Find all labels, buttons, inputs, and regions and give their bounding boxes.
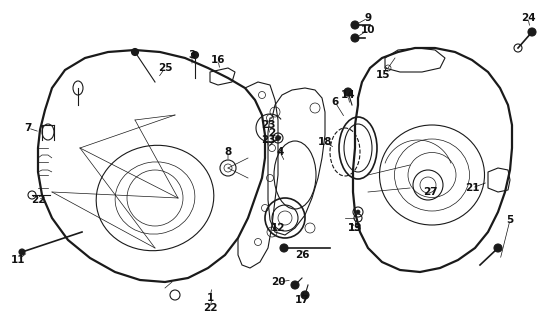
Circle shape xyxy=(291,281,299,289)
Text: 17: 17 xyxy=(295,295,310,305)
Text: 22: 22 xyxy=(203,303,217,313)
Text: 19: 19 xyxy=(348,223,362,233)
Text: 21: 21 xyxy=(465,183,479,193)
Circle shape xyxy=(19,249,25,255)
Text: 26: 26 xyxy=(295,250,309,260)
Circle shape xyxy=(131,49,138,55)
Text: 20: 20 xyxy=(271,277,285,287)
Circle shape xyxy=(276,135,281,140)
Text: 7: 7 xyxy=(25,123,32,133)
Text: 4: 4 xyxy=(276,147,284,157)
Circle shape xyxy=(494,244,502,252)
Text: 8: 8 xyxy=(225,147,232,157)
Circle shape xyxy=(356,210,360,214)
Text: 22: 22 xyxy=(31,195,45,205)
Text: 25: 25 xyxy=(158,63,172,73)
Text: 23: 23 xyxy=(261,135,275,145)
Text: 16: 16 xyxy=(211,55,225,65)
Text: 10: 10 xyxy=(361,25,376,35)
Circle shape xyxy=(528,28,536,36)
Text: 14: 14 xyxy=(341,90,355,100)
Text: 3: 3 xyxy=(189,50,196,60)
Text: 15: 15 xyxy=(376,70,390,80)
Circle shape xyxy=(351,34,359,42)
Text: 11: 11 xyxy=(11,255,25,265)
Circle shape xyxy=(301,291,309,299)
Text: 23: 23 xyxy=(261,120,275,130)
Circle shape xyxy=(191,52,198,59)
Text: 13: 13 xyxy=(348,223,362,233)
Circle shape xyxy=(280,244,288,252)
Text: 9: 9 xyxy=(365,13,372,23)
Text: 12: 12 xyxy=(271,223,285,233)
Text: 18: 18 xyxy=(318,137,332,147)
Text: 24: 24 xyxy=(520,13,535,23)
Text: 6: 6 xyxy=(331,97,338,107)
Text: 1: 1 xyxy=(207,293,214,303)
Text: 27: 27 xyxy=(423,187,437,197)
Text: 5: 5 xyxy=(506,215,513,225)
Circle shape xyxy=(344,88,352,96)
Circle shape xyxy=(351,21,359,29)
Text: 2: 2 xyxy=(268,128,276,138)
